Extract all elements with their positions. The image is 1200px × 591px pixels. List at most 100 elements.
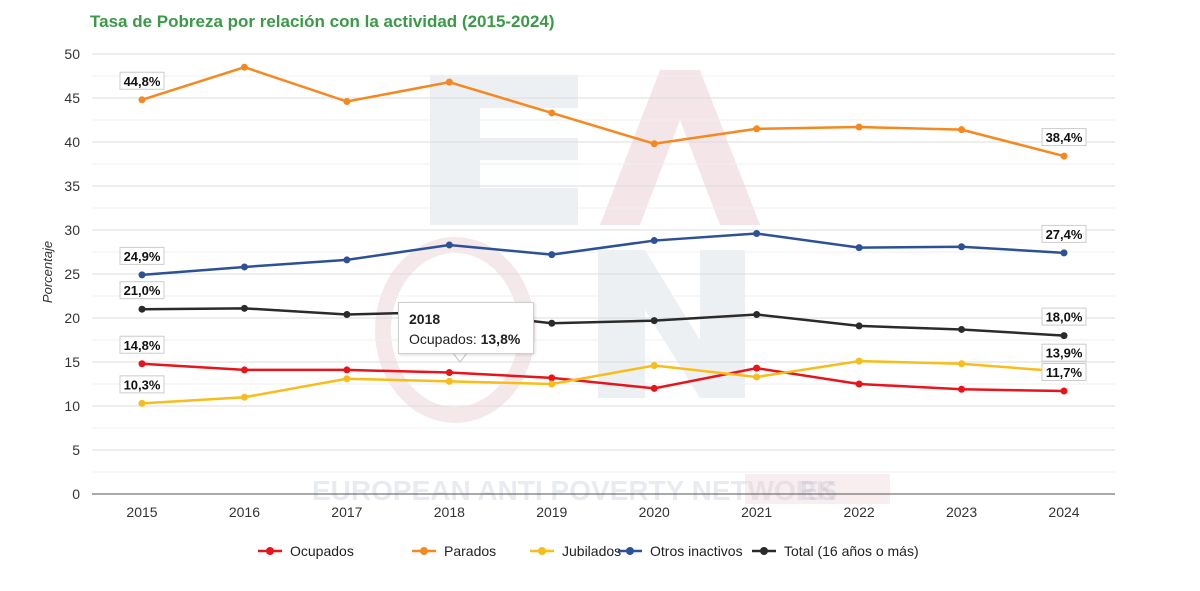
y-tick-label: 25 — [64, 266, 80, 282]
y-tick-label: 45 — [64, 90, 80, 106]
y-tick-label: 0 — [72, 486, 80, 502]
data-point — [548, 380, 556, 388]
data-point — [958, 385, 966, 393]
tooltip-arrow-inner — [453, 352, 467, 361]
data-point — [855, 244, 863, 252]
series-total-16-a-os-o-m-s- — [138, 304, 1068, 340]
grid-lines — [92, 53, 1115, 495]
legend-item[interactable]: Total (16 años o más) — [752, 543, 919, 559]
data-point — [240, 63, 248, 71]
data-point — [138, 96, 146, 104]
data-label-box — [1041, 128, 1087, 147]
data-point — [445, 369, 453, 377]
legend-item[interactable]: Otros inactivos — [618, 543, 743, 559]
series-line — [141, 359, 1065, 405]
data-label-box — [119, 71, 165, 90]
data-point — [445, 377, 453, 385]
series-ocupados — [138, 360, 1068, 395]
series-parados — [138, 63, 1068, 160]
x-tick-label: 2021 — [741, 504, 772, 520]
legend-item[interactable]: Ocupados — [258, 543, 354, 559]
series-line — [141, 65, 1065, 158]
series-line — [141, 307, 1065, 337]
data-point — [753, 373, 761, 381]
data-point — [855, 357, 863, 365]
legend-swatch-dot — [626, 547, 634, 555]
data-point — [958, 126, 966, 134]
data-point — [1060, 387, 1068, 395]
legend-swatch-dot — [266, 547, 274, 555]
watermark-badge-text: ES — [800, 475, 837, 506]
watermark-letter-a — [600, 70, 760, 225]
x-axis-ticks: 2015 2016 2017 2018 2019 2020 2021 2022 2023 2024 — [126, 504, 1079, 520]
data-point — [548, 374, 556, 382]
y-tick-label: 50 — [64, 46, 80, 62]
y-tick-label: 35 — [64, 178, 80, 194]
legend-swatch-dot — [538, 547, 546, 555]
x-tick-label: 2016 — [229, 504, 260, 520]
data-point — [855, 322, 863, 330]
y-axis-ticks: 0 5 10 15 20 25 30 35 40 45 50 — [64, 46, 80, 502]
y-tick-label: 15 — [64, 354, 80, 370]
data-point — [753, 310, 761, 318]
x-tick-label: 2023 — [946, 504, 977, 520]
legend-label: Jubilados — [562, 543, 621, 559]
data-labels: 14,8% 11,7% 44,8% 38,4% 10,3% 13,9% 24,9% 27,4%… — [119, 71, 1087, 394]
series-otros-inactivos — [138, 230, 1068, 279]
x-tick-label: 2024 — [1048, 504, 1079, 520]
data-label: 21,0% — [119, 281, 165, 300]
data-label-box — [1041, 224, 1087, 243]
watermark-text: EUROPEAN ANTI POVERTY NETWORK — [312, 475, 836, 506]
data-point — [138, 305, 146, 313]
y-tick-label: 5 — [72, 442, 80, 458]
legend: Ocupados Parados Jubilados Otros inactivos T… — [258, 543, 919, 559]
data-label: 27,4% — [1041, 224, 1087, 243]
data-point — [958, 360, 966, 368]
series-line — [141, 362, 1065, 393]
data-point — [753, 230, 761, 238]
data-label-text: 18,0% — [1046, 310, 1083, 325]
data-label: 18,0% — [1041, 307, 1087, 326]
legend-label: Otros inactivos — [650, 543, 743, 559]
data-label-text: 13,9% — [1046, 346, 1083, 361]
y-axis-label: Porcentaje — [40, 241, 55, 303]
data-label-text: 14,8% — [124, 338, 161, 353]
series-lines — [138, 63, 1068, 407]
data-label-box — [119, 375, 165, 394]
data-label: 44,8% — [119, 71, 165, 90]
x-tick-label: 2015 — [126, 504, 157, 520]
data-point — [855, 123, 863, 131]
data-point — [445, 241, 453, 249]
data-point — [650, 384, 658, 392]
data-point — [240, 304, 248, 312]
watermark-letter-e — [430, 75, 578, 225]
watermark-letter-e-gap-top — [480, 108, 578, 138]
data-label: 10,3% — [119, 375, 165, 394]
watermark-letter-n — [598, 250, 745, 398]
data-point — [650, 317, 658, 325]
data-label: 11,7% — [1041, 363, 1087, 382]
data-point — [445, 78, 453, 86]
tooltip-colon: : — [472, 331, 481, 347]
data-point — [343, 310, 351, 318]
data-label-box — [1041, 363, 1087, 382]
data-point — [650, 140, 658, 148]
data-point — [548, 109, 556, 117]
data-label-text: 44,8% — [124, 74, 161, 89]
legend-item[interactable]: Jubilados — [530, 543, 621, 559]
tooltip-year: 2018 — [409, 311, 441, 327]
data-point — [1060, 332, 1068, 340]
x-tick-label: 2017 — [331, 504, 362, 520]
data-point — [138, 360, 146, 368]
data-point — [343, 256, 351, 264]
legend-label: Parados — [444, 543, 496, 559]
watermark-badge — [745, 474, 890, 504]
legend-item[interactable]: Parados — [412, 543, 496, 559]
data-label-text: 27,4% — [1046, 227, 1083, 242]
x-tick-label: 2020 — [639, 504, 670, 520]
data-point — [1060, 249, 1068, 257]
data-point — [343, 98, 351, 106]
data-point — [138, 399, 146, 407]
data-point — [650, 237, 658, 245]
